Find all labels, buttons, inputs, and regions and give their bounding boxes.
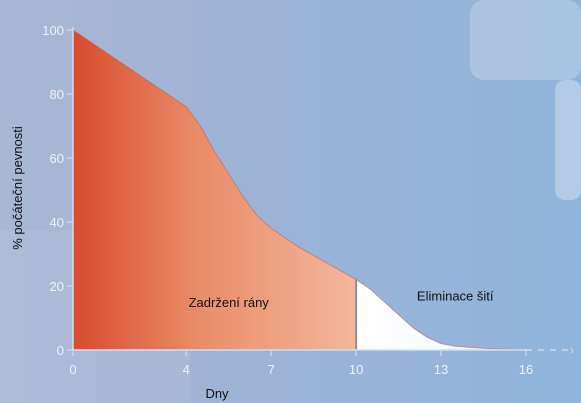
x-tick-label: 0 bbox=[69, 362, 76, 377]
area-fill-retention bbox=[73, 30, 357, 350]
background-shape bbox=[555, 80, 581, 200]
x-tick-label: 10 bbox=[349, 362, 363, 377]
x-tick-label: 16 bbox=[519, 362, 533, 377]
y-tick-label: 80 bbox=[50, 87, 64, 102]
annotation-label: Eliminace šití bbox=[417, 289, 494, 304]
area-fill-elimination bbox=[356, 279, 526, 350]
series-line bbox=[72, 29, 527, 351]
annotation-label: Zadržení rány bbox=[189, 295, 270, 310]
x-tick-label: 4 bbox=[183, 362, 190, 377]
y-tick-label: 100 bbox=[42, 23, 64, 38]
y-tick-label: 60 bbox=[50, 151, 64, 166]
y-tick-label: 0 bbox=[57, 343, 64, 358]
x-axis-label: Dny bbox=[205, 386, 229, 401]
y-tick-label: 20 bbox=[50, 279, 64, 294]
background-shape bbox=[470, 0, 581, 80]
x-tick-label: 7 bbox=[268, 362, 275, 377]
x-axis-arrow-icon: › bbox=[570, 343, 574, 357]
x-tick-label: 13 bbox=[434, 362, 448, 377]
y-axis-label: % počáteční pevnosti bbox=[10, 126, 25, 250]
y-tick-label: 40 bbox=[50, 215, 64, 230]
